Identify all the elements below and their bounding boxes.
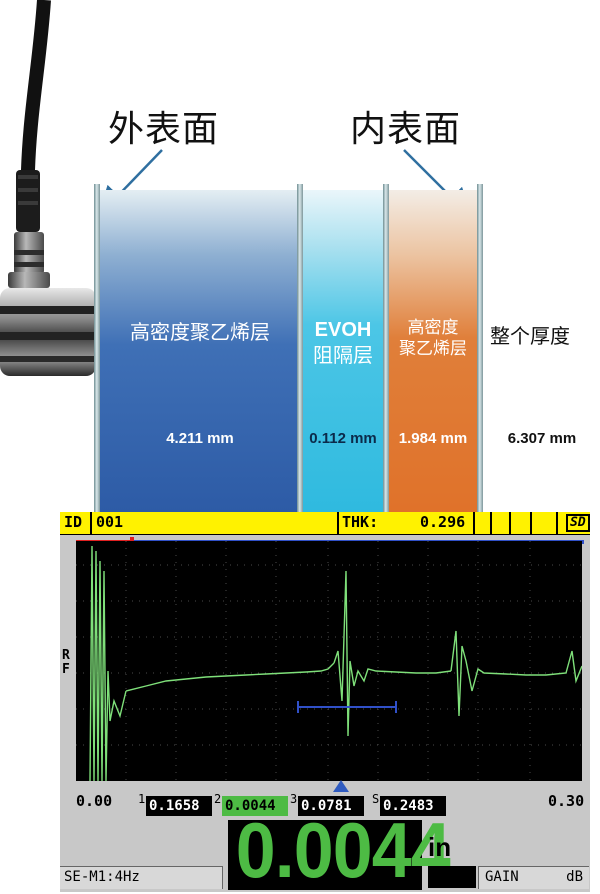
total-thickness-label: 整个厚度 (490, 324, 570, 348)
layer-boundary-1 (297, 184, 303, 514)
status-bar: ID 001 THK: 0.296 SD (60, 512, 590, 535)
total-thickness-value: 6.307 mm (507, 430, 577, 447)
echo-2 (450, 630, 582, 717)
outer-surface-label: 外表面 (108, 109, 220, 150)
layer-1-label: 高密度聚乙烯层 (130, 320, 270, 344)
thk-value: 0.296 (420, 513, 466, 531)
id-value: 001 (96, 513, 124, 531)
transducer-probe (0, 0, 96, 376)
layer-2-label: EVOH 阻隔层 (300, 318, 386, 368)
layer-2-thickness: 0.112 mm (309, 430, 377, 447)
layer-3-label-line1: 高密度 (407, 318, 459, 338)
main-thickness-reading-box (228, 820, 422, 890)
layer-3-label-line2: 聚乙烯层 (399, 339, 467, 360)
gate-3-value: 0.0781 (298, 796, 364, 816)
cable (21, 0, 51, 230)
trace-baseline (125, 662, 335, 692)
layer-3-label: 高密度 聚乙烯层 (386, 318, 480, 361)
echo-1 (333, 570, 452, 737)
rf-mode-label-f: F (62, 662, 70, 677)
layer-1-thickness: 4.211 mm (166, 430, 234, 447)
axis-min-label: 0.00 (76, 792, 113, 810)
gain-unit: dB (566, 869, 583, 885)
gate-1-value: 0.1658 (146, 796, 212, 816)
transducer-label: SE-M1:4Hz (64, 869, 140, 885)
layer-boundary-outer (94, 184, 100, 514)
layer-3-thickness: 1.984 mm (398, 430, 468, 447)
cursor-marker-icon (333, 780, 349, 792)
thk-label: THK: (342, 513, 379, 531)
transducer-status: SE-M1:4Hz (60, 866, 223, 889)
sd-card-icon: SD (566, 514, 590, 532)
gate-2-index: 2 (214, 792, 222, 806)
layer-2-label-line2: 阻隔层 (313, 343, 373, 367)
gain-label: GAIN (485, 869, 519, 885)
gain-value-box (428, 866, 476, 888)
gate-1-index: 1 (138, 792, 146, 806)
inner-surface-label: 内表面 (350, 109, 462, 150)
gate-s-value: 0.2483 (380, 796, 446, 816)
layer-evoh (300, 190, 386, 512)
layer-boundary-2 (383, 184, 389, 514)
id-label: ID (64, 513, 83, 531)
layer-hdpe-inner (386, 190, 480, 512)
unit-label: in (428, 832, 452, 862)
axis-max-label: 0.30 (548, 792, 585, 810)
gate-3-index: 3 (290, 792, 298, 806)
main-thickness-reading: 0.0044 (235, 806, 451, 894)
layer-hdpe-outer (96, 190, 300, 512)
a-scan-waveform (76, 541, 582, 781)
initial-pulse (89, 545, 127, 781)
layer-boundary-inner (477, 184, 483, 514)
gain-status: GAIN dB (478, 866, 589, 889)
gate-2-value: 0.0044 (222, 796, 288, 816)
rf-mode-label-r: R (62, 648, 70, 663)
gate-s-index: S (372, 792, 380, 806)
layer-2-label-line1: EVOH (314, 319, 372, 341)
